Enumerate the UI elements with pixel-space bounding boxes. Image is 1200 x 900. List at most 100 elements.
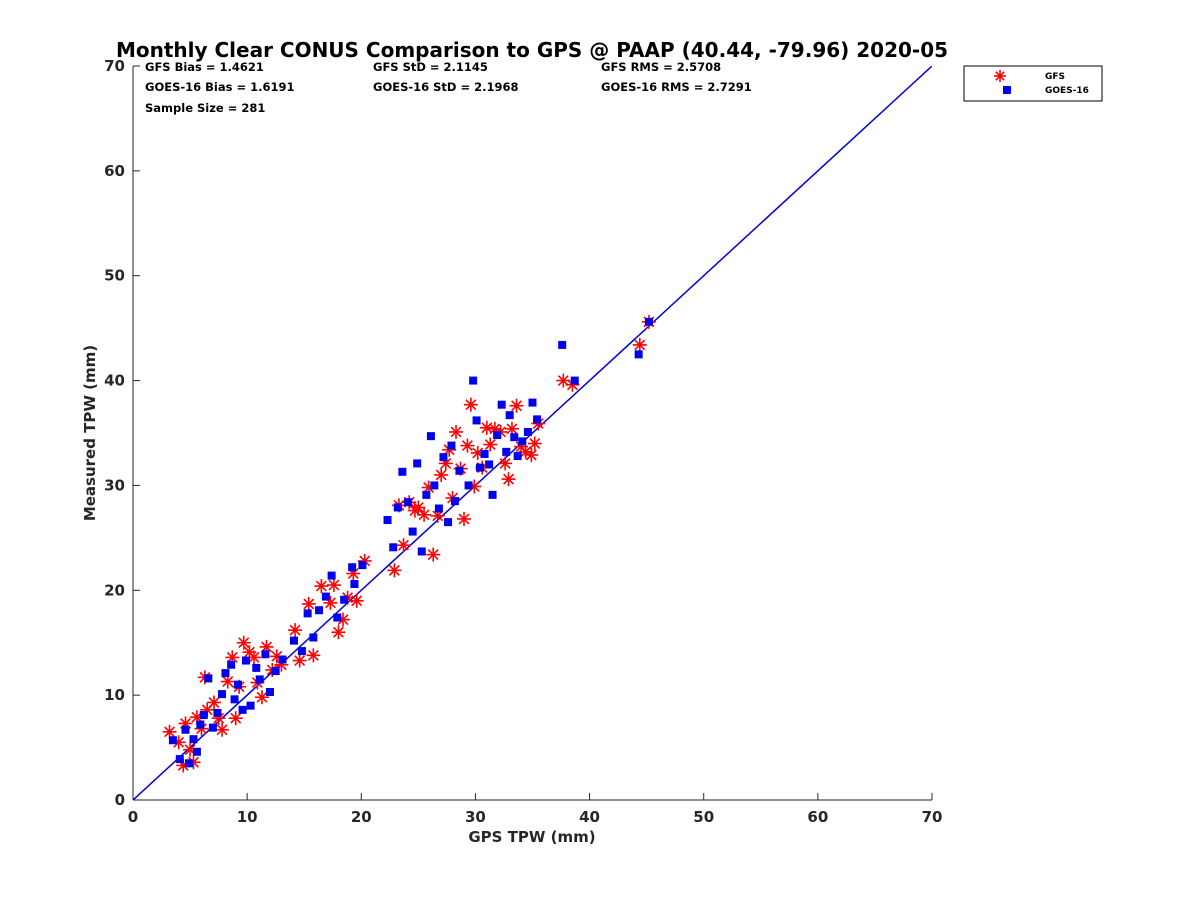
- gfs-point: [426, 547, 441, 562]
- gfs-point: [326, 578, 341, 593]
- goes-16-point: [422, 490, 431, 499]
- x-tick-label: 50: [693, 808, 714, 826]
- goes-16-point: [469, 376, 478, 385]
- gfs-point: [314, 579, 329, 594]
- goes-16-point: [289, 636, 298, 645]
- y-tick-label: 20: [104, 581, 125, 599]
- goes-16-point: [234, 680, 243, 689]
- legend-box: [963, 65, 1103, 102]
- gfs-point: [527, 436, 542, 451]
- goes-16-point: [426, 432, 435, 441]
- goes-16-point: [408, 527, 417, 536]
- gfs-point: [417, 507, 432, 522]
- goes-16-point: [475, 463, 484, 472]
- goes-16-point: [340, 595, 349, 604]
- goes-16-point: [181, 725, 190, 734]
- goes-16-point: [558, 340, 567, 349]
- goes-16-point: [213, 708, 222, 717]
- gfs-point: [501, 472, 516, 487]
- gfs-point: [483, 437, 498, 452]
- gfs-bias-text: GFS Bias = 1.4621: [145, 60, 264, 74]
- x-axis-label: GPS TPW (mm): [468, 828, 595, 846]
- gfs-point: [524, 448, 539, 463]
- gfs-point: [288, 623, 303, 638]
- goes-16-point: [502, 447, 511, 456]
- y-axis-ticks: 0 10 20 30 40 50 60 70: [104, 57, 140, 809]
- goes-16-point: [196, 720, 205, 729]
- one-to-one-reference-line: [133, 66, 932, 800]
- goes-16-point: [327, 571, 336, 580]
- goes-16-point: [434, 504, 443, 513]
- legend: GFS GOES-16: [963, 65, 1103, 102]
- goes-16-point: [315, 606, 324, 615]
- goes-16-point: [230, 695, 239, 704]
- y-tick-label: 0: [115, 791, 125, 809]
- gfs-point: [396, 538, 411, 553]
- gfs-point: [228, 711, 243, 726]
- goes-16-point: [348, 563, 357, 572]
- goes-16-point: [413, 459, 422, 468]
- goes-16-point: [518, 437, 527, 446]
- y-tick-label: 40: [104, 372, 125, 390]
- gfs-series: [162, 314, 656, 773]
- goes-16-point: [333, 613, 342, 622]
- goes-16-point: [510, 433, 519, 442]
- gfs-point: [349, 593, 364, 608]
- goes-16-point: [184, 759, 193, 768]
- goes-16-point: [350, 579, 359, 588]
- x-axis-ticks: 0 10 20 30 40 50 60 70: [128, 793, 943, 826]
- goes-16-point: [278, 655, 287, 664]
- goes-16-point: [513, 452, 522, 461]
- goes-16-point: [309, 633, 318, 642]
- goes-16-point: [204, 674, 213, 683]
- goes-16-point: [321, 592, 330, 601]
- sample-size-text: Sample Size = 281: [145, 101, 265, 115]
- goes-16-point: [533, 415, 542, 424]
- goes-16-point: [404, 498, 413, 507]
- goes-16-point: [455, 466, 464, 475]
- y-axis-label: Measured TPW (mm): [81, 345, 99, 521]
- goes-16-point: [271, 667, 280, 676]
- goes-16-point: [430, 481, 439, 490]
- y-tick-label: 10: [104, 686, 125, 704]
- goes-16-point: [168, 736, 177, 745]
- legend-goes-marker: [1003, 86, 1011, 94]
- gfs-point: [411, 500, 426, 515]
- gfs-point: [331, 625, 346, 640]
- goes-std-text: GOES-16 StD = 2.1968: [373, 80, 518, 94]
- goes-16-point: [505, 411, 514, 420]
- gfs-point: [463, 397, 478, 412]
- gfs-point: [236, 635, 251, 650]
- gfs-point: [254, 690, 269, 705]
- goes-16-point: [417, 547, 426, 556]
- gfs-rms-text: GFS RMS = 2.5708: [601, 60, 721, 74]
- gfs-std-text: GFS StD = 2.1145: [373, 60, 488, 74]
- gfs-point: [509, 398, 524, 413]
- goes-16-point: [255, 675, 264, 684]
- gfs-point: [301, 596, 316, 611]
- goes-16-point: [480, 449, 489, 458]
- goes-16-point: [497, 400, 506, 409]
- goes-16-point: [192, 747, 201, 756]
- goes-16-point: [303, 609, 312, 618]
- x-tick-label: 70: [922, 808, 943, 826]
- goes-bias-text: GOES-16 Bias = 1.6191: [145, 80, 294, 94]
- goes-16-point: [383, 516, 392, 525]
- goes-16-point: [439, 453, 448, 462]
- goes-16-point: [644, 317, 653, 326]
- x-tick-label: 40: [579, 808, 600, 826]
- gfs-point: [259, 639, 274, 654]
- goes-16-point: [493, 431, 502, 440]
- gfs-point: [306, 648, 321, 663]
- goes-16-point: [570, 376, 579, 385]
- legend-goes-label: GOES-16: [1045, 86, 1089, 96]
- x-tick-label: 60: [807, 808, 828, 826]
- goes-16-point: [389, 543, 398, 552]
- gfs-point: [632, 337, 647, 352]
- goes-16-point: [528, 398, 537, 407]
- chart-title: Monthly Clear CONUS Comparison to GPS @ …: [116, 38, 948, 62]
- goes-16-point: [252, 663, 261, 672]
- goes-16-point: [297, 647, 306, 656]
- gfs-point: [215, 722, 230, 737]
- goes-16-point: [218, 690, 227, 699]
